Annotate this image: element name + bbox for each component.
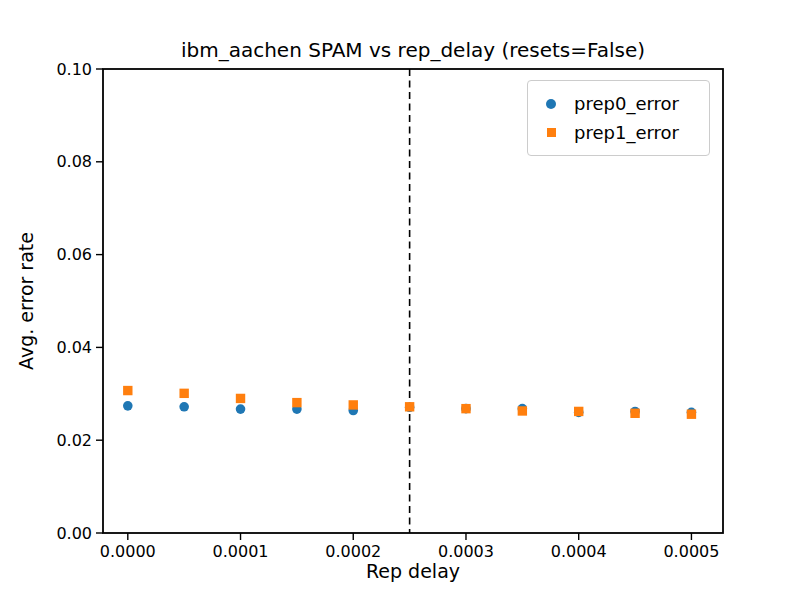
x-tick-label: 0.0000 [100,542,156,561]
data-point-prep1_error [123,386,132,395]
legend-marker-cell [528,128,574,137]
data-point-prep1_error [179,389,188,398]
data-point-prep1_error [292,398,301,407]
legend-label-prep0: prep0_error [574,93,679,114]
data-point-prep1_error [687,410,696,419]
data-point-prep0_error [179,402,189,412]
data-point-prep0_error [123,401,133,411]
y-tick-label: 0.06 [56,245,92,264]
x-tick-label: 0.0004 [551,542,607,561]
y-tick-label: 0.02 [56,431,92,450]
data-point-prep1_error [518,406,527,415]
data-point-prep0_error [236,404,246,414]
legend-marker-cell [528,99,574,109]
y-tick-label: 0.08 [56,152,92,171]
chart-title: ibm_aachen SPAM vs rep_delay (resets=Fal… [103,38,723,62]
legend-label-prep1: prep1_error [574,122,679,143]
data-point-prep1_error [461,404,470,413]
y-axis-label: Avg. error rate [15,232,37,370]
prep1-square-icon [547,128,556,137]
x-tick-label: 0.0002 [325,542,381,561]
y-tick-label: 0.00 [56,524,92,543]
prep0-circle-icon [546,99,556,109]
y-tick-label: 0.10 [56,60,92,79]
y-tick-label: 0.04 [56,338,92,357]
data-point-prep1_error [405,402,414,411]
data-point-prep1_error [630,409,639,418]
data-point-prep1_error [236,394,245,403]
legend-item-prep1-error: prep1_error [528,118,697,147]
figure-canvas: 0.0000 0.0001 0.0002 0.0003 0.0004 0.0005 0.00… [0,0,800,600]
legend: prep0_error prep1_error [527,80,710,156]
x-tick-label: 0.0001 [213,542,269,561]
legend-item-prep0-error: prep0_error [528,89,697,118]
x-axis-label: Rep delay [103,560,723,582]
data-point-prep1_error [349,400,358,409]
x-tick-label: 0.0003 [438,542,494,561]
data-point-prep1_error [574,407,583,416]
x-tick-label: 0.0005 [663,542,719,561]
